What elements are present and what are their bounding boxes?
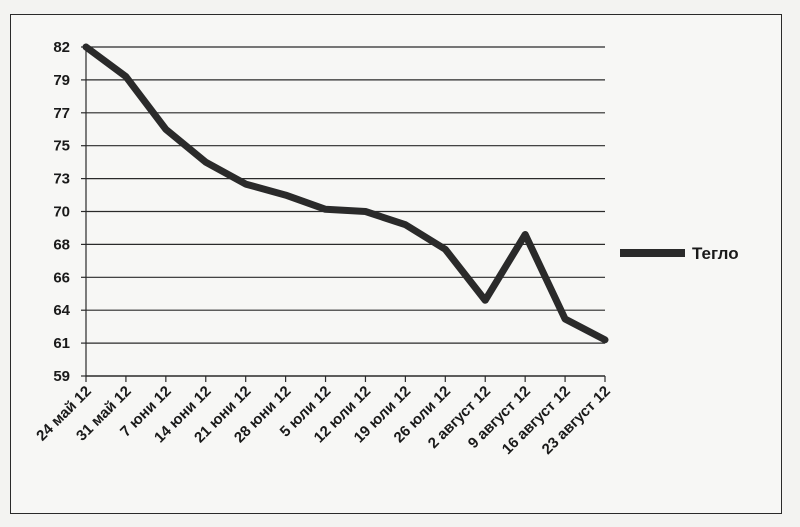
y-axis: 59 61 64 66 68 70 73 75 77 79 82	[53, 39, 87, 385]
data-point	[402, 221, 409, 228]
data-point	[522, 231, 529, 238]
data-point	[83, 44, 89, 50]
data-point	[322, 206, 329, 213]
series-line-1	[82, 43, 609, 344]
data-point	[242, 181, 249, 188]
y-tick-label: 61	[53, 335, 70, 352]
data-point	[442, 246, 449, 253]
data-point	[482, 297, 489, 304]
data-point	[562, 316, 569, 322]
grid-lines	[86, 46, 605, 377]
series-layer	[82, 43, 609, 344]
y-tick-label: 70	[53, 204, 70, 221]
legend: Тегло	[620, 244, 739, 263]
y-tick-label: 73	[53, 171, 70, 188]
y-tick-label: 82	[53, 39, 70, 56]
data-point	[162, 126, 169, 133]
data-point	[202, 159, 209, 166]
y-tick-label: 59	[53, 368, 70, 385]
data-point	[282, 192, 289, 199]
y-tick-label: 75	[53, 138, 70, 155]
data-point	[122, 73, 129, 80]
y-tick-label: 77	[53, 105, 70, 122]
y-tick-label: 68	[53, 236, 70, 253]
y-tick-label: 79	[53, 72, 70, 89]
legend-label-series-1: Тегло	[692, 244, 739, 263]
y-tick-label: 66	[53, 269, 70, 286]
data-point	[362, 208, 369, 215]
y-tick-label: 64	[53, 302, 70, 319]
data-point	[602, 336, 608, 343]
